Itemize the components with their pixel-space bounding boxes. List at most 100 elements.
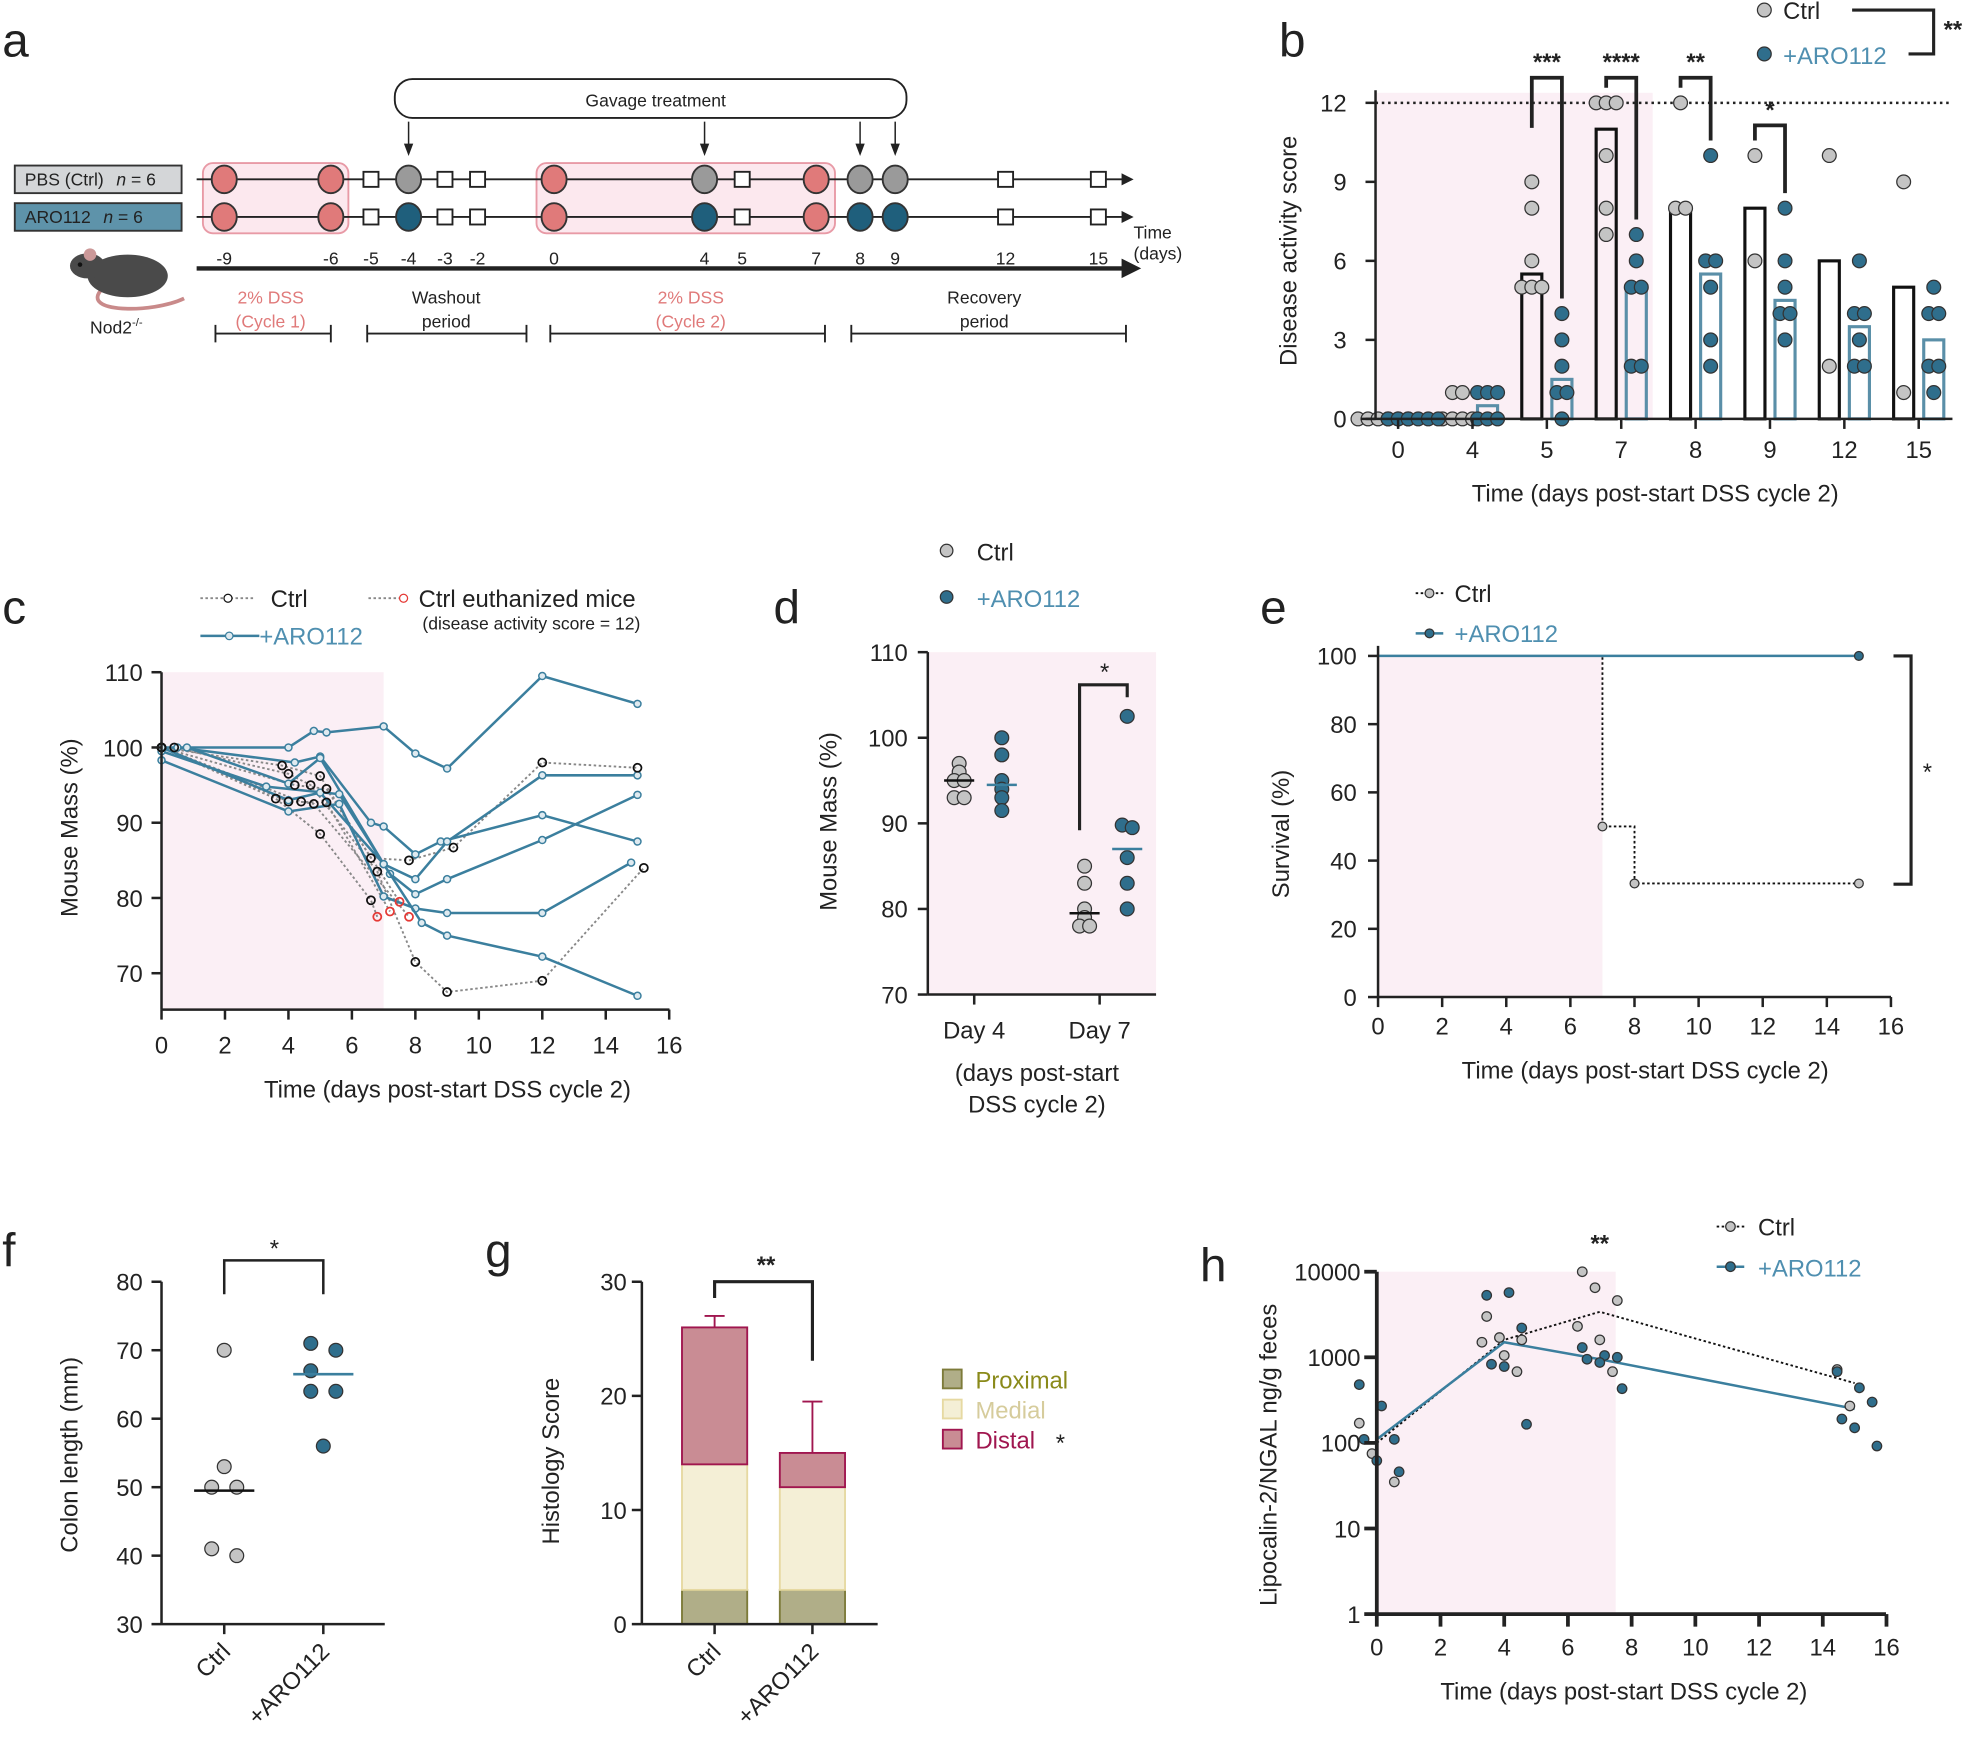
- x-tick-label: 12: [1831, 437, 1858, 464]
- y-tick-label: 0: [1333, 407, 1346, 434]
- x-tick-label: 2: [218, 1032, 231, 1059]
- x-tick-label: 9: [1763, 437, 1776, 464]
- y-tick-label: 40: [1330, 848, 1356, 875]
- data-point: [229, 1479, 245, 1495]
- data-point: [1628, 227, 1644, 243]
- aro112-point: [315, 753, 325, 763]
- legend-aro-marker: [1424, 628, 1435, 639]
- data-point: [1931, 358, 1947, 374]
- legend-euthanized-marker: [398, 593, 409, 603]
- significance-label: **: [757, 1252, 776, 1279]
- data-point: [1607, 1366, 1618, 1378]
- data-point: [1782, 306, 1798, 322]
- y-tick-label: 80: [116, 1270, 143, 1297]
- dss-circle-icon: [540, 164, 568, 195]
- data-point: [1836, 1413, 1848, 1425]
- x-axis-title: Time (days post-start DSS cycle 2): [264, 1076, 631, 1103]
- significance-bracket: [1678, 75, 1713, 141]
- data-point: [1608, 95, 1624, 111]
- aro112-point: [633, 790, 642, 800]
- legend-swatch: [941, 1398, 963, 1420]
- y-tick-label: 20: [600, 1384, 627, 1411]
- data-point: [956, 790, 972, 806]
- data-point: [1503, 1287, 1515, 1298]
- y-tick-label: 30: [116, 1612, 143, 1639]
- data-point: [1831, 1366, 1843, 1378]
- mean-bar: [1743, 206, 1767, 421]
- ctrl-point: [321, 783, 332, 794]
- aro112-point: [626, 858, 636, 867]
- overall-significance-bracket: [1852, 8, 1936, 56]
- phase-label: 2% DSS: [237, 288, 303, 308]
- phase-bracket: [549, 324, 826, 343]
- gavage-circle-icon: [846, 202, 874, 232]
- y-tick-label: 0: [1343, 985, 1356, 1012]
- legend-ctrl-label: Ctrl: [271, 586, 308, 613]
- day-tick-label: -9: [216, 249, 232, 269]
- ctrl-mouse-line: [161, 746, 379, 918]
- ctrl-point: [448, 842, 459, 853]
- aro112-mouse-line: [161, 746, 638, 997]
- sampling-square-icon: [733, 208, 751, 226]
- panel-label-a: a: [2, 14, 29, 67]
- panel-f-chart: 30 40 50 60 70 80 Ctrl +ARO112 Colon length (mm)…: [56, 1236, 385, 1730]
- data-point: [1534, 279, 1550, 295]
- y-tick-label: 30: [600, 1270, 627, 1297]
- significance-bracket: [1604, 75, 1639, 220]
- data-point: [1524, 174, 1540, 190]
- data-point: [1388, 1433, 1400, 1445]
- x-tick-label: 0: [155, 1032, 168, 1059]
- n-value: = 6: [126, 170, 156, 190]
- ctrl-point: [1597, 821, 1608, 832]
- ctrl-point: [537, 757, 548, 768]
- ctrl-point: [308, 799, 319, 809]
- euthanized-point: [404, 911, 414, 922]
- sampling-square-icon: [1089, 208, 1107, 226]
- y-tick-label: 110: [105, 660, 143, 687]
- x-tick-label: Day 4: [943, 1017, 1005, 1044]
- x-tick-label: 16: [656, 1032, 683, 1059]
- day-tick-label: -5: [363, 249, 379, 269]
- ctrl-point: [404, 855, 414, 866]
- data-point: [1854, 1382, 1865, 1394]
- mean-bar: [1922, 338, 1946, 421]
- x-tick-label: 10: [1685, 1014, 1711, 1041]
- data-point: [1516, 1322, 1528, 1334]
- data-point: [1559, 385, 1575, 401]
- data-point: [1856, 358, 1872, 374]
- data-point: [994, 790, 1010, 806]
- data-point: [1554, 332, 1570, 348]
- data-point: [1486, 1358, 1497, 1370]
- data-point: [1077, 875, 1093, 891]
- legend-aro-marker: [1756, 46, 1772, 62]
- data-point: [1703, 332, 1719, 348]
- aro112-point: [411, 874, 420, 884]
- data-point: [1844, 1400, 1856, 1412]
- data-point: [1856, 306, 1872, 322]
- data-point: [1581, 1353, 1593, 1365]
- legend-swatch: [941, 1368, 963, 1390]
- group-label-box: [13, 164, 183, 195]
- y-tick-label: 100: [868, 726, 908, 753]
- y-tick-label: 6: [1333, 249, 1346, 276]
- x-tick-label: 12: [529, 1032, 556, 1059]
- mean-bar: [1668, 206, 1693, 421]
- ctrl-point: [366, 895, 376, 906]
- panel-h-chart: 1 10 100 1000 10000 0 2 4 6 8 10 12 14 16 Time (days p…: [1255, 1214, 1899, 1705]
- y-axis-title: Mouse Mass (%): [56, 738, 83, 917]
- aro112-mouse-line: [161, 750, 639, 896]
- y-tick-label: 70: [116, 961, 143, 988]
- aro112-point: [442, 931, 452, 940]
- data-point: [303, 1363, 319, 1379]
- significance-bracket: [1893, 654, 1913, 886]
- data-point: [1353, 1417, 1365, 1429]
- euthanized-point: [385, 906, 395, 917]
- y-tick-label: 90: [881, 811, 908, 838]
- data-point: [229, 1548, 245, 1564]
- y-tick-label: 50: [116, 1475, 143, 1502]
- ctrl-point: [372, 866, 383, 877]
- ctrl-point: [537, 975, 548, 986]
- ctrl-point: [283, 796, 294, 807]
- y-tick-label: 70: [881, 982, 908, 1009]
- sampling-square-icon: [362, 170, 380, 188]
